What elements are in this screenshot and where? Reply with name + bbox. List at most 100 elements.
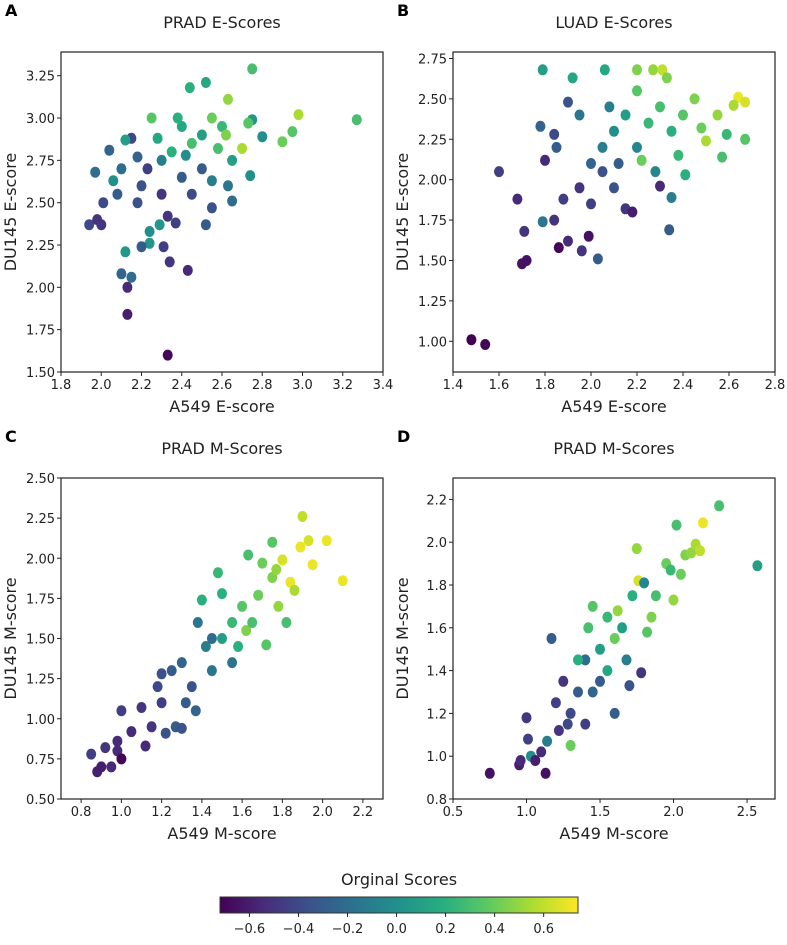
x-tick-label: 3.2 (332, 378, 353, 393)
data-point (162, 210, 173, 222)
data-point (595, 643, 605, 655)
data-point (519, 225, 530, 237)
data-point (627, 206, 638, 218)
data-point (536, 746, 547, 758)
x-tick-label: 0.5 (443, 805, 464, 820)
y-tick-label: 1.50 (418, 254, 447, 269)
data-point (108, 175, 119, 187)
data-point (243, 549, 254, 561)
x-axis-label: A549 M-score (167, 824, 276, 843)
x-tick-label: 1.0 (516, 805, 537, 820)
plot-frame (60, 51, 384, 373)
data-point (237, 143, 248, 154)
y-tick-label: 1.75 (418, 214, 447, 229)
data-point (144, 226, 155, 237)
data-point (120, 134, 131, 146)
y-tick-label: 2.2 (426, 493, 447, 508)
data-point (321, 535, 332, 547)
data-point (586, 158, 596, 169)
data-point (587, 600, 598, 612)
data-point (537, 216, 548, 228)
data-point (257, 557, 268, 569)
data-point (152, 132, 163, 144)
data-point (90, 166, 101, 178)
data-point (573, 686, 583, 698)
data-point (227, 154, 238, 166)
data-point (106, 761, 117, 773)
x-tick-label: 2.2 (353, 805, 374, 820)
data-point (661, 72, 672, 84)
data-point (223, 180, 233, 192)
colorbar-tick-label: 0.0 (386, 922, 407, 937)
data-point (673, 149, 684, 161)
y-tick-label: 1.6 (426, 622, 447, 637)
chart-title: PRAD M-Scores (553, 439, 674, 458)
scatter-panel-b: B LUAD E-Scores 1.4 1.6 1.8 2.0 2.2 2.4 2.6 2.8 1.… (393, 1, 785, 416)
data-point (648, 64, 659, 76)
data-point (213, 567, 223, 579)
data-point (689, 93, 700, 105)
data-point (521, 712, 532, 724)
data-point (190, 705, 201, 717)
data-point (714, 500, 725, 512)
y-tick-label: 1.4 (426, 665, 447, 680)
data-point (620, 109, 631, 121)
data-point (112, 188, 123, 200)
data-point (728, 99, 739, 111)
data-point (170, 217, 181, 229)
data-point (617, 622, 628, 634)
data-point (563, 235, 573, 247)
data-point (289, 584, 300, 596)
chart-title: PRAD E-Scores (163, 13, 281, 32)
data-point (146, 112, 157, 124)
data-point (701, 135, 711, 147)
data-point (112, 745, 123, 757)
data-point (624, 680, 635, 692)
data-point (484, 767, 495, 779)
data-point (166, 146, 177, 158)
data-point (558, 675, 569, 687)
data-point (680, 169, 691, 181)
data-point (542, 735, 553, 747)
data-point (523, 733, 533, 745)
data-point (132, 197, 143, 209)
x-tick-label: 2.2 (627, 378, 648, 393)
y-tick-label: 1.25 (418, 295, 447, 310)
data-point (164, 256, 175, 268)
data-point (293, 109, 304, 121)
data-point (599, 64, 610, 76)
data-points (84, 63, 362, 361)
data-point (668, 594, 679, 606)
data-point (540, 154, 550, 166)
data-point (104, 144, 115, 156)
y-tick-label: 0.75 (26, 753, 55, 768)
data-point (563, 96, 573, 108)
data-point (122, 308, 133, 320)
x-tick-label: 2.0 (663, 805, 684, 820)
x-tick-label: 3.0 (292, 378, 313, 393)
data-point (698, 517, 708, 529)
x-tick-label: 3.4 (373, 378, 394, 393)
data-point (657, 64, 668, 76)
colorbar-tick-label: −0.6 (234, 922, 266, 937)
data-point (180, 149, 191, 161)
data-point (285, 576, 296, 588)
data-point (84, 219, 95, 231)
data-point (583, 622, 594, 634)
data-point (646, 611, 657, 623)
data-point (303, 535, 314, 547)
x-tick-label: 2.2 (131, 378, 152, 393)
data-point (172, 112, 183, 124)
y-tick-label: 2.00 (26, 281, 55, 296)
x-tick-label: 2.6 (212, 378, 233, 393)
data-point (655, 101, 665, 113)
data-point (277, 136, 288, 148)
x-tick-label: 1.6 (489, 378, 510, 393)
data-point (621, 654, 632, 666)
x-tick-label: 2.0 (91, 378, 112, 393)
data-point (551, 141, 562, 153)
data-point (126, 726, 137, 738)
data-point (632, 64, 642, 76)
data-point (466, 334, 477, 346)
